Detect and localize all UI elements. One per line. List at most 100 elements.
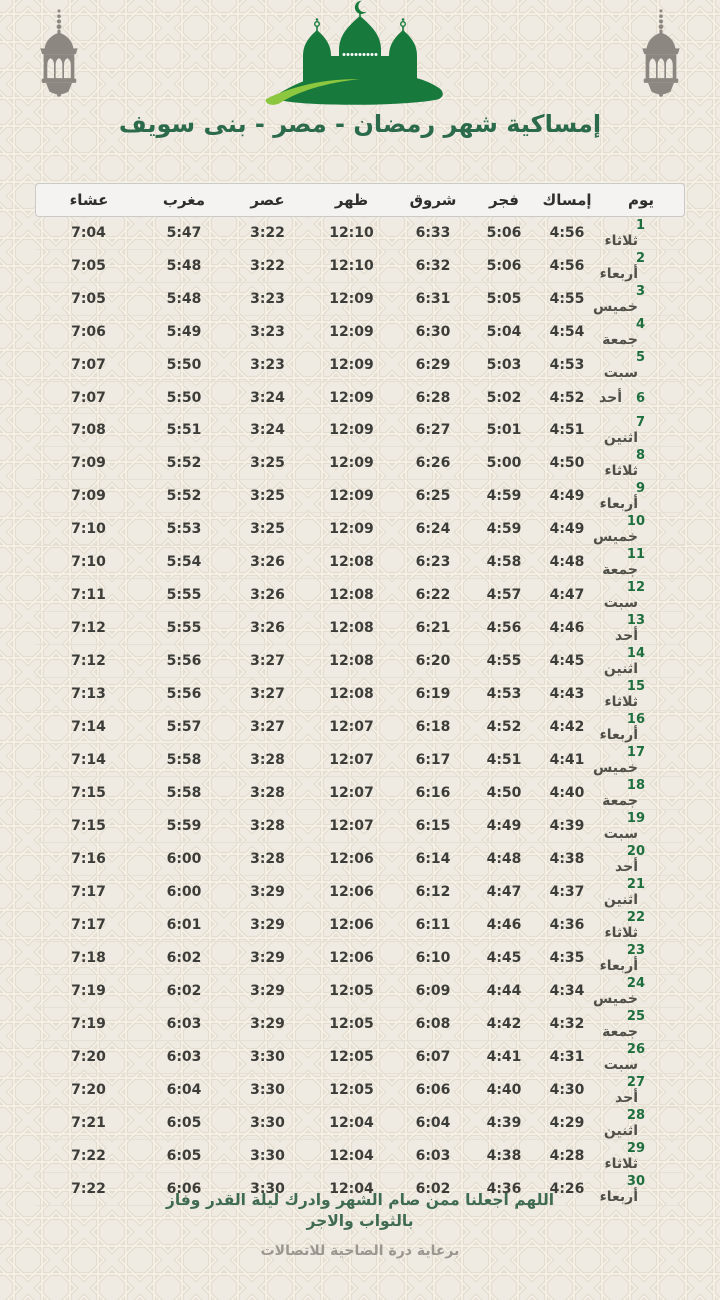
asr-cell: 3:26 <box>226 546 309 580</box>
day-number: 18 <box>626 778 645 794</box>
day-cell: 1ثلاثاء <box>598 217 685 250</box>
day-cell: 22ثلاثاء <box>598 909 685 943</box>
dhuhr-cell: 12:06 <box>309 876 394 910</box>
isha-cell: 7:18 <box>35 942 142 976</box>
day-number: 20 <box>626 844 645 860</box>
table-row: 17خميس 4:41 4:51 6:17 12:07 3:28 5:58 7:… <box>35 744 685 778</box>
day-name: خميس <box>593 991 638 1008</box>
maghrib-cell: 5:49 <box>142 316 226 349</box>
day-cell: 25جمعة <box>598 1008 685 1042</box>
fajr-cell: 4:45 <box>472 942 536 976</box>
day-cell: 15ثلاثاء <box>598 678 685 712</box>
fajr-cell: 4:47 <box>472 876 536 910</box>
day-name: أحد <box>615 1090 638 1107</box>
asr-cell: 3:25 <box>226 447 309 481</box>
table-row: 27أحد 4:30 4:40 6:06 12:05 3:30 6:04 7:2… <box>35 1074 685 1108</box>
day-number: 30 <box>626 1174 645 1190</box>
maghrib-cell: 6:02 <box>142 942 226 976</box>
asr-cell: 3:30 <box>226 1107 309 1141</box>
day-number: 1 <box>635 218 645 233</box>
maghrib-cell: 6:03 <box>142 1008 226 1042</box>
isha-cell: 7:08 <box>35 414 142 448</box>
imsak-cell: 4:38 <box>536 843 598 877</box>
maghrib-cell: 5:52 <box>142 447 226 481</box>
asr-cell: 3:29 <box>226 1008 309 1042</box>
table-row: 12سبت 4:47 4:57 6:22 12:08 3:26 5:55 7:1… <box>35 579 685 613</box>
fajr-cell: 5:06 <box>472 250 536 283</box>
day-cell: 19سبت <box>598 810 685 844</box>
fajr-cell: 4:55 <box>472 645 536 679</box>
table-row: 13أحد 4:46 4:56 6:21 12:08 3:26 5:55 7:1… <box>35 612 685 646</box>
day-cell: 20أحد <box>598 843 685 877</box>
fajr-cell: 5:03 <box>472 349 536 382</box>
maghrib-cell: 6:04 <box>142 1074 226 1108</box>
shuruq-cell: 6:02 <box>394 1173 472 1207</box>
day-number: 25 <box>626 1009 645 1025</box>
shuruq-cell: 6:27 <box>394 414 472 448</box>
dua-text: اللهم اجعلنا ممن صام الشهر وادرك ليلة ال… <box>0 1190 720 1232</box>
isha-cell: 7:10 <box>35 546 142 580</box>
shuruq-cell: 6:03 <box>394 1140 472 1174</box>
day-number: 16 <box>626 712 645 728</box>
day-name: أربعاء <box>599 1189 638 1206</box>
day-cell: 18جمعة <box>598 777 685 811</box>
fajr-cell: 5:02 <box>472 382 536 415</box>
fajr-cell: 4:46 <box>472 909 536 943</box>
isha-cell: 7:16 <box>35 843 142 877</box>
day-name: أربعاء <box>599 496 638 513</box>
shuruq-cell: 6:07 <box>394 1041 472 1075</box>
day-name: اثنين <box>603 1123 638 1140</box>
maghrib-cell: 5:55 <box>142 612 226 646</box>
fajr-cell: 5:04 <box>472 316 536 349</box>
isha-cell: 7:19 <box>35 975 142 1009</box>
day-cell: 14اثنين <box>598 645 685 679</box>
table-row: 30أربعاء 4:26 4:36 6:02 12:04 3:30 6:06 … <box>35 1173 685 1207</box>
day-cell: 11جمعة <box>598 546 685 580</box>
shuruq-cell: 6:09 <box>394 975 472 1009</box>
asr-cell: 3:28 <box>226 810 309 844</box>
asr-cell: 3:30 <box>226 1074 309 1108</box>
dhuhr-cell: 12:04 <box>309 1107 394 1141</box>
dhuhr-cell: 12:08 <box>309 579 394 613</box>
shuruq-cell: 6:16 <box>394 777 472 811</box>
imsak-cell: 4:53 <box>536 349 598 382</box>
dhuhr-cell: 12:06 <box>309 909 394 943</box>
day-name: خميس <box>593 299 638 315</box>
day-number: 13 <box>626 613 645 629</box>
dhuhr-cell: 12:08 <box>309 612 394 646</box>
fajr-cell: 4:39 <box>472 1107 536 1141</box>
wave-accent <box>265 79 360 105</box>
dhuhr-cell: 12:08 <box>309 645 394 679</box>
asr-cell: 3:29 <box>226 909 309 943</box>
shuruq-cell: 6:33 <box>394 217 472 250</box>
maghrib-cell: 5:58 <box>142 744 226 778</box>
day-number: 26 <box>626 1042 645 1058</box>
imsak-cell: 4:37 <box>536 876 598 910</box>
maghrib-cell: 5:48 <box>142 283 226 316</box>
dhuhr-cell: 12:08 <box>309 678 394 712</box>
day-cell: 30أربعاء <box>598 1173 685 1207</box>
day-name: ثلاثاء <box>604 694 638 711</box>
fajr-cell: 4:48 <box>472 843 536 877</box>
asr-cell: 3:22 <box>226 217 309 250</box>
day-cell: 5سبت <box>598 349 685 382</box>
isha-cell: 7:15 <box>35 810 142 844</box>
asr-cell: 3:30 <box>226 1140 309 1174</box>
imsak-cell: 4:34 <box>536 975 598 1009</box>
imsak-cell: 4:35 <box>536 942 598 976</box>
shuruq-cell: 6:31 <box>394 283 472 316</box>
day-name: اثنين <box>603 661 638 678</box>
table-row: 3خميس 4:55 5:05 6:31 12:09 3:23 5:48 7:0… <box>35 283 685 316</box>
imsak-cell: 4:49 <box>536 513 598 547</box>
shuruq-cell: 6:06 <box>394 1074 472 1108</box>
shuruq-cell: 6:10 <box>394 942 472 976</box>
maghrib-cell: 5:55 <box>142 579 226 613</box>
isha-cell: 7:14 <box>35 744 142 778</box>
day-name: خميس <box>593 529 638 546</box>
isha-cell: 7:06 <box>35 316 142 349</box>
fajr-cell: 5:06 <box>472 217 536 250</box>
asr-cell: 3:25 <box>226 480 309 514</box>
asr-cell: 3:22 <box>226 250 309 283</box>
imsak-cell: 4:41 <box>536 744 598 778</box>
imsak-cell: 4:42 <box>536 711 598 745</box>
